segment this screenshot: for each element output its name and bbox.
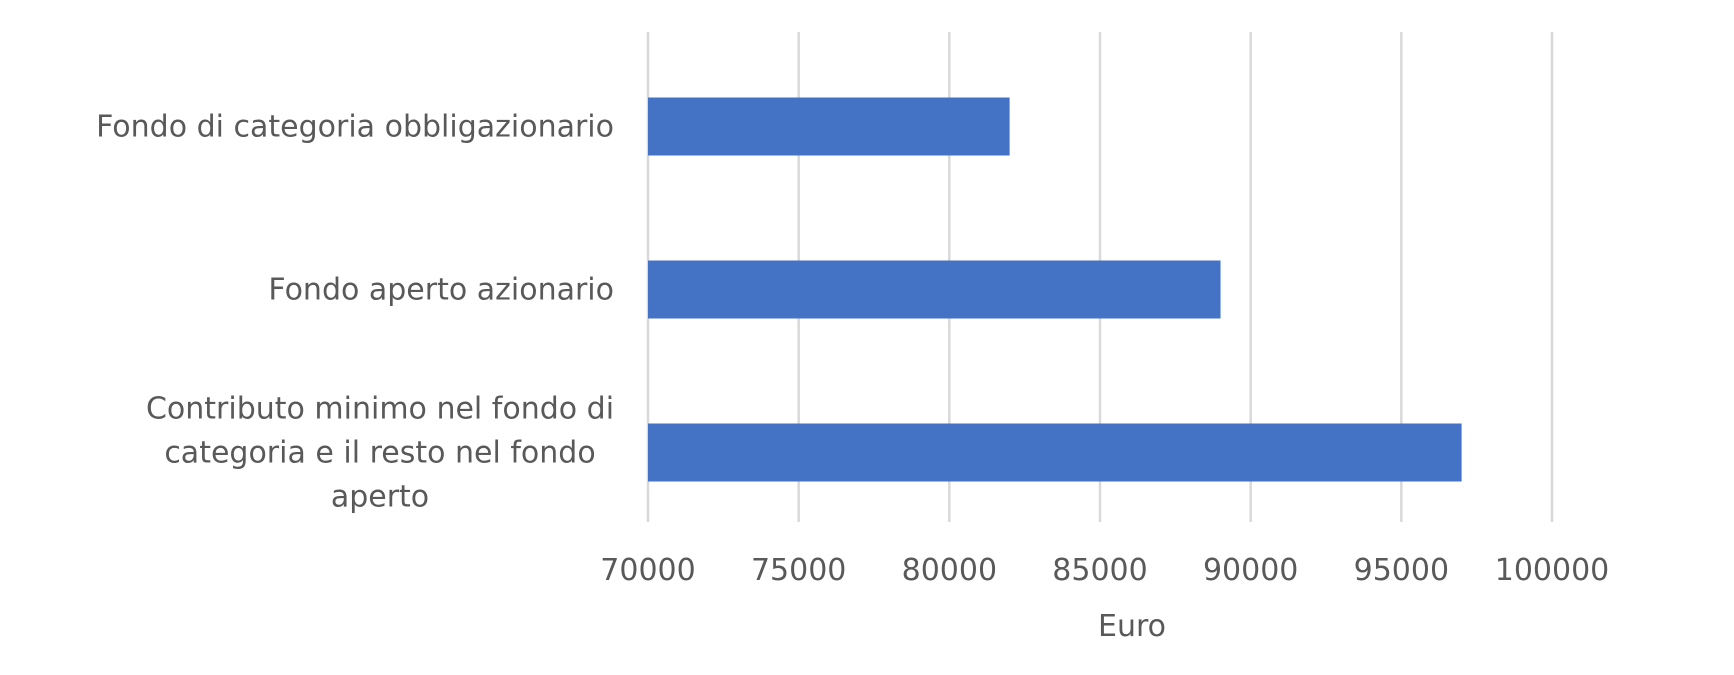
bar-3 bbox=[648, 423, 1462, 482]
x-tick-label: 100000 bbox=[1495, 553, 1610, 588]
x-tick-label: 90000 bbox=[1203, 553, 1298, 588]
x-tick-labels: 70000 75000 80000 85000 90000 95000 100000 bbox=[600, 553, 1609, 588]
category-label: Fondo di categoria obbligazionario bbox=[96, 110, 614, 145]
x-tick-label: 95000 bbox=[1354, 553, 1449, 588]
bars bbox=[648, 97, 1462, 482]
bar-2 bbox=[648, 260, 1221, 319]
x-tick-label: 70000 bbox=[600, 553, 695, 588]
bar-1 bbox=[648, 97, 1010, 156]
x-tick-label: 80000 bbox=[902, 553, 997, 588]
x-tick-label: 85000 bbox=[1052, 553, 1147, 588]
x-tick-label: 75000 bbox=[751, 553, 846, 588]
category-labels: Fondo di categoria obbligazionario Fondo … bbox=[96, 110, 614, 515]
category-label: Fondo aperto azionario bbox=[268, 273, 614, 308]
category-label: Contributo minimo nel fondo di categoria … bbox=[146, 392, 614, 515]
x-axis-title: Euro bbox=[1098, 609, 1166, 644]
